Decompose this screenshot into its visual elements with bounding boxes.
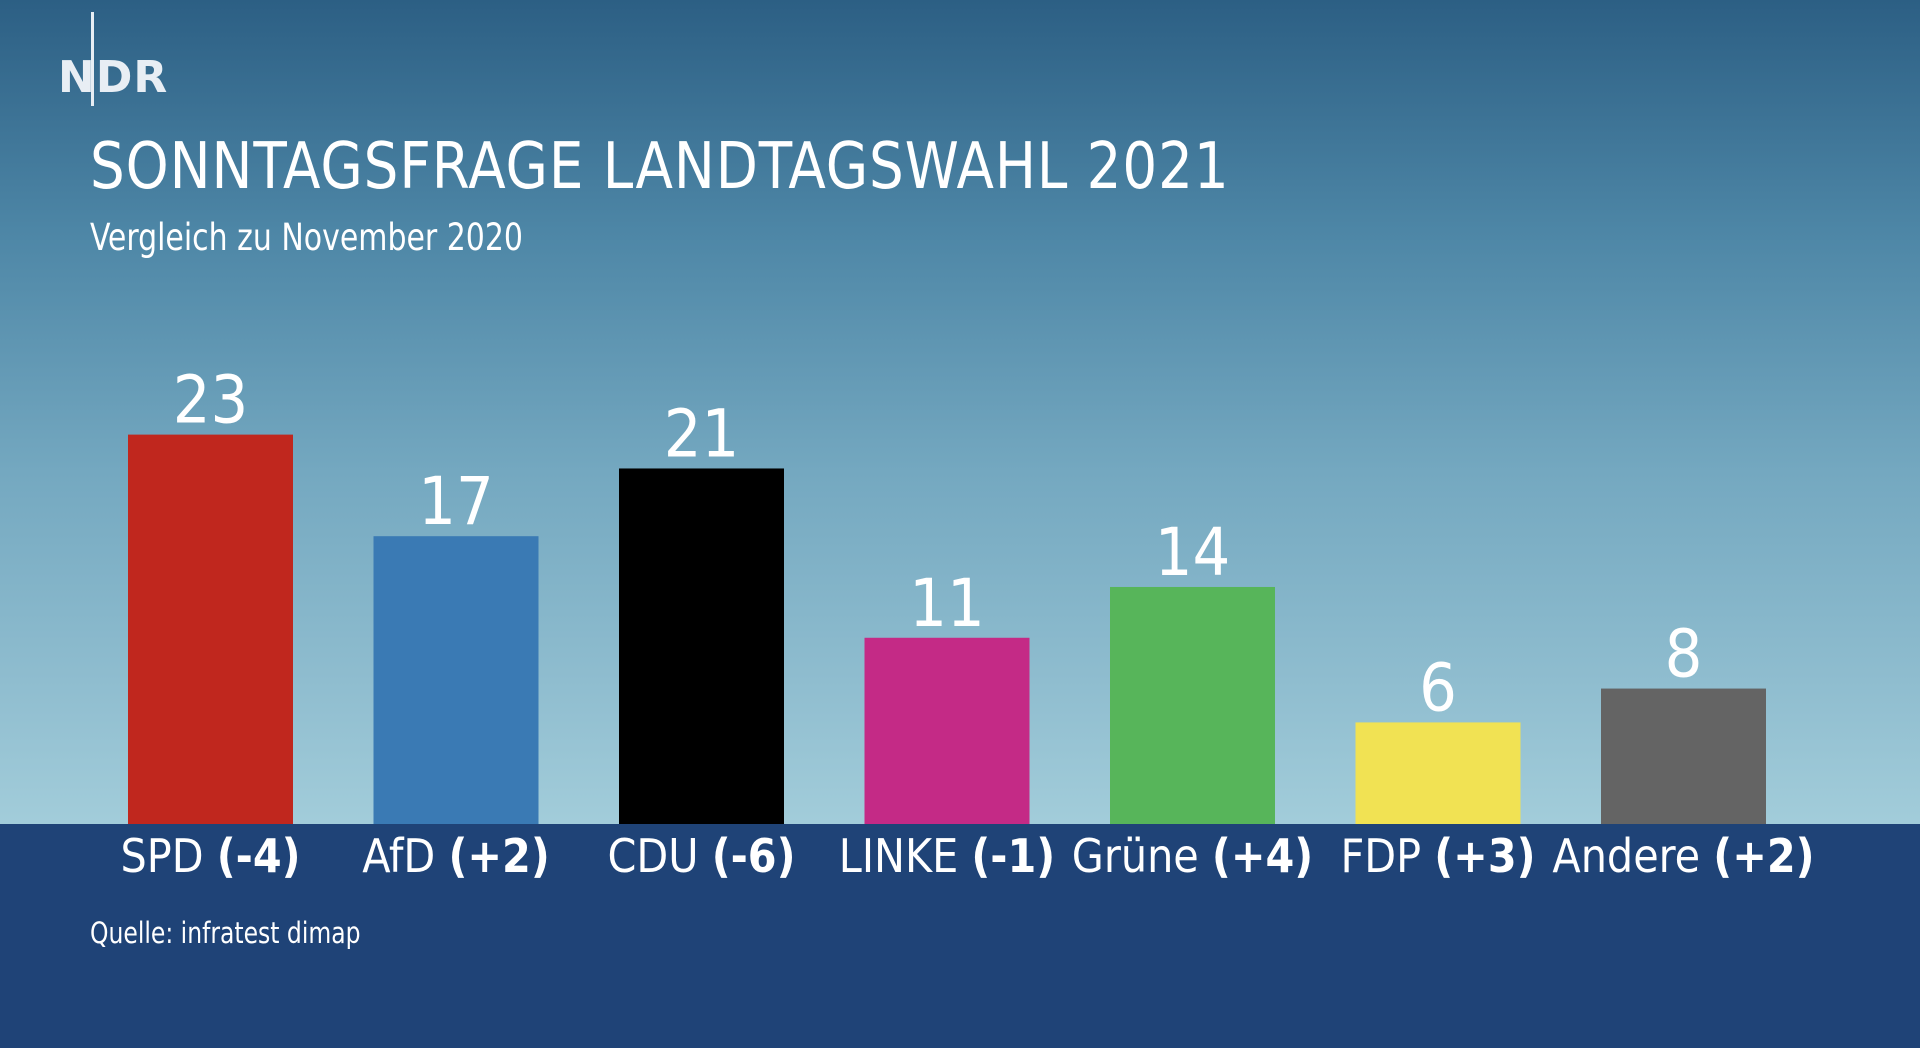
category-label-spd: SPD (-4) bbox=[120, 829, 300, 883]
bar-afd bbox=[373, 536, 539, 824]
value-label-gruene: 14 bbox=[1155, 514, 1231, 591]
bar-gruene bbox=[1110, 586, 1275, 824]
category-label-gruene: Grüne (+4) bbox=[1072, 829, 1313, 883]
value-label-cdu: 21 bbox=[664, 395, 740, 472]
source-note: Quelle: infratest dimap bbox=[90, 916, 361, 950]
category-label-fdp: FDP (+3) bbox=[1340, 829, 1535, 883]
logo-text: NDR bbox=[58, 52, 169, 103]
value-label-andere: 8 bbox=[1665, 616, 1703, 693]
value-label-linke: 11 bbox=[909, 565, 985, 642]
category-label-cdu: CDU (-6) bbox=[607, 829, 795, 883]
category-label-linke: LINKE (-1) bbox=[839, 829, 1055, 883]
category-label-afd: AfD (+2) bbox=[362, 829, 550, 883]
value-label-spd: 23 bbox=[173, 362, 249, 439]
bar-fdp bbox=[1355, 722, 1521, 824]
value-label-afd: 17 bbox=[418, 463, 494, 540]
bar-andere bbox=[1601, 688, 1766, 824]
bottom-band bbox=[0, 824, 1920, 1048]
chart-subtitle: Vergleich zu November 2020 bbox=[90, 216, 523, 259]
category-label-andere: Andere (+2) bbox=[1552, 829, 1814, 883]
bar-linke bbox=[864, 637, 1030, 824]
logo-divider bbox=[91, 12, 94, 106]
ndr-logo: NDR bbox=[58, 12, 168, 108]
chart-title: SONNTAGSFRAGE LANDTAGSWAHL 2021 bbox=[90, 130, 1230, 204]
bar-cdu bbox=[619, 468, 784, 824]
bar-spd bbox=[128, 434, 293, 824]
value-label-fdp: 6 bbox=[1419, 649, 1457, 726]
